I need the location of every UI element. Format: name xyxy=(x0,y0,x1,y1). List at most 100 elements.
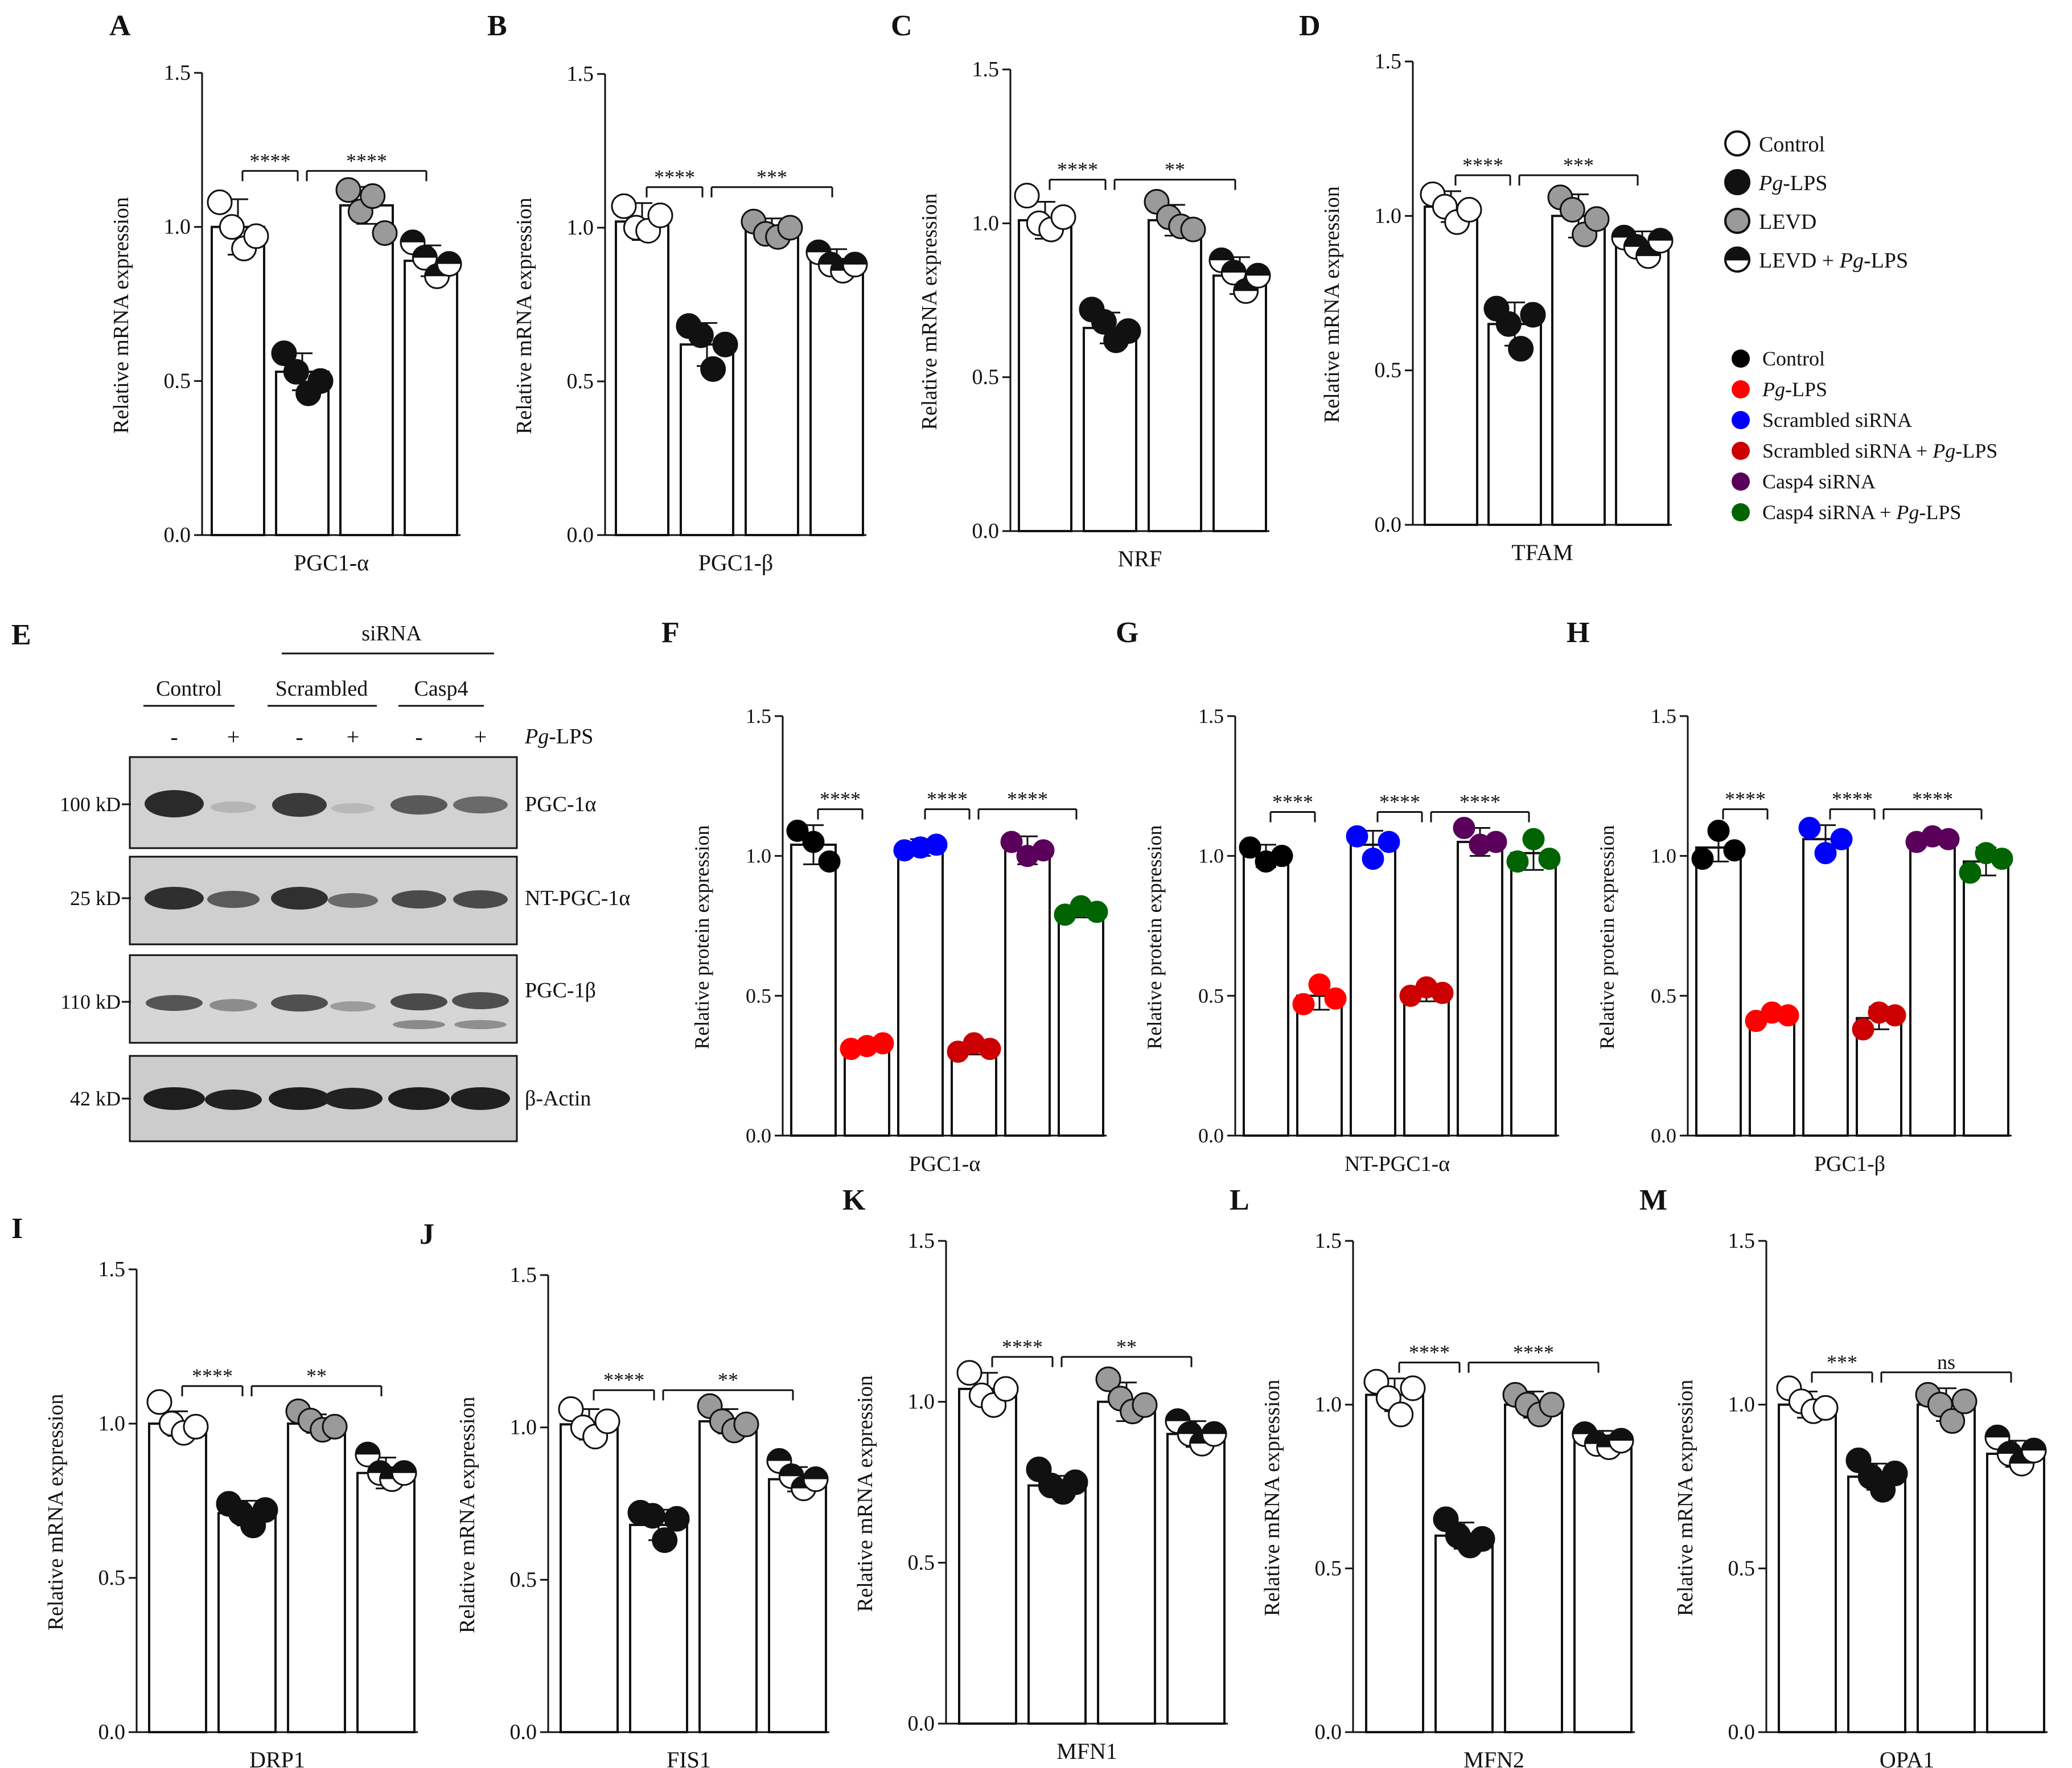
data-point xyxy=(700,356,726,382)
bar xyxy=(217,1512,277,1733)
y-tick-label: 0.5 xyxy=(98,1566,126,1590)
y-tick-label: 0.0 xyxy=(1375,513,1402,537)
chart-m: M 0.0 0.5 1.0 1.5 Relative mRNA expression OPA… xyxy=(1639,1184,2048,1768)
data-point-top-half xyxy=(1202,1422,1226,1434)
data-point xyxy=(1062,1469,1088,1495)
data-point-top-half xyxy=(843,252,867,265)
legend-marker-open xyxy=(1724,130,1750,157)
data-point xyxy=(372,220,398,246)
data-point xyxy=(803,1466,829,1492)
bar xyxy=(1504,1403,1563,1734)
bar xyxy=(1847,1475,1906,1733)
data-point xyxy=(146,1389,172,1415)
lane-sign-3: - xyxy=(295,724,303,750)
data-point xyxy=(2021,1437,2047,1463)
data-point xyxy=(777,215,803,241)
data-point xyxy=(412,245,438,271)
legend-protein-item-scrambled-pg-lps: Scrambled siRNA + Pg-LPS xyxy=(1732,439,1997,462)
band-size: 25 kD xyxy=(70,887,121,910)
data-point-top-half xyxy=(1985,1425,2009,1438)
significance-label: *** xyxy=(757,166,787,188)
significance-label: **** xyxy=(1272,791,1313,813)
sirna-label: siRNA xyxy=(361,622,422,645)
data-point xyxy=(1798,817,1821,840)
significance-label: ** xyxy=(306,1364,327,1387)
y-tick-label: 0.5 xyxy=(164,369,191,393)
charts-layer: A 0.0 0.5 1.0 1.5 Relative mRNA expression PGC… xyxy=(11,10,2048,1768)
lane-sign-5: - xyxy=(415,724,422,750)
band-size: 110 kD xyxy=(60,990,121,1013)
y-tick-label: 0.5 xyxy=(510,1568,537,1592)
data-point xyxy=(1723,839,1746,862)
data-point xyxy=(1362,848,1384,870)
data-point xyxy=(391,1460,417,1486)
data-point xyxy=(1951,1388,1978,1415)
significance-label: **** xyxy=(1057,158,1098,181)
data-point xyxy=(355,1441,381,1467)
y-tick-label: 0.0 xyxy=(1315,1720,1342,1744)
bar xyxy=(1909,838,1956,1137)
bar xyxy=(1573,1439,1633,1734)
data-point xyxy=(1608,1428,1634,1454)
y-tick-label: 1.5 xyxy=(1198,705,1224,727)
y-axis-label: Relative protein expression xyxy=(690,825,713,1050)
chart-c: C 0.0 0.5 1.0 1.5 Relative mRNA expression NRF… xyxy=(891,10,1271,571)
bar xyxy=(1083,327,1137,532)
y-tick-label: 1.0 xyxy=(1651,845,1676,867)
data-point xyxy=(1346,825,1368,848)
significance-label: ns xyxy=(1937,1351,1955,1374)
data-point xyxy=(207,189,233,215)
data-point-top-half xyxy=(437,252,461,264)
legend-protein-item-casp4: Casp4 siRNA xyxy=(1732,470,1876,493)
data-point xyxy=(283,359,309,385)
y-tick-label: 0.0 xyxy=(1198,1124,1224,1147)
x-axis-label: PGC1-α xyxy=(909,1152,981,1176)
bar xyxy=(1018,219,1072,532)
bar xyxy=(1243,854,1289,1137)
bar xyxy=(1778,1403,1837,1734)
legend-protein-item-scrambled: Scrambled siRNA xyxy=(1732,409,1912,431)
western-blot-panel: E siRNA Control Scrambled Casp4 - + - + … xyxy=(11,619,630,1142)
y-tick-label: 0.0 xyxy=(1728,1720,1756,1744)
data-point xyxy=(1495,311,1522,337)
bar xyxy=(1148,219,1202,532)
y-tick-label: 0.5 xyxy=(1651,984,1676,1007)
data-point-top-half xyxy=(1612,225,1636,238)
y-tick-label: 0.0 xyxy=(972,519,1000,543)
bar xyxy=(615,220,669,536)
x-axis-label: FIS1 xyxy=(667,1747,711,1768)
y-tick-label: 1.5 xyxy=(98,1257,126,1281)
y-tick-label: 1.5 xyxy=(1375,50,1402,73)
legend-mrna-item-levd: LEVD xyxy=(1724,208,1816,234)
y-tick-label: 1.5 xyxy=(908,1229,935,1253)
legend-protein-item-pg-lps: Pg-LPS xyxy=(1732,378,1827,401)
band-name: PGC-1α xyxy=(525,792,597,816)
legend-protein-item-casp4-pg-lps: Casp4 siRNA + Pg-LPS xyxy=(1732,501,1961,524)
group-label-control: Control xyxy=(156,677,222,701)
data-point xyxy=(1091,309,1117,335)
group-label-scrambled: Scrambled xyxy=(276,677,368,701)
data-point xyxy=(1520,302,1546,328)
bar xyxy=(356,1471,416,1733)
group-label-casp4: Casp4 xyxy=(414,677,468,701)
data-point xyxy=(1032,839,1055,862)
y-tick-label: 0.0 xyxy=(1651,1124,1676,1147)
data-point xyxy=(1539,1392,1565,1418)
data-point xyxy=(1239,836,1261,859)
data-point-top-half xyxy=(1609,1428,1633,1441)
x-axis-label: NRF xyxy=(1118,546,1162,571)
x-axis-label: OPA1 xyxy=(1880,1747,1934,1768)
data-point xyxy=(802,830,825,853)
data-point-top-half xyxy=(1178,1422,1202,1434)
data-point-top-half xyxy=(804,1467,828,1479)
panel-letter-l: L xyxy=(1230,1184,1249,1216)
y-tick-label: 1.5 xyxy=(1728,1229,1756,1253)
data-point xyxy=(818,850,841,873)
y-axis-label: Relative mRNA expression xyxy=(455,1397,479,1634)
legend-label: LEVD xyxy=(1759,210,1816,234)
data-point xyxy=(1506,850,1529,873)
legend-mrna-item-levd-pg-lps: LEVD + Pg-LPS xyxy=(1724,246,1908,273)
significance-label: ** xyxy=(718,1368,738,1391)
panel-letter-f: F xyxy=(661,616,680,649)
legend-label: Casp4 siRNA xyxy=(1762,470,1876,493)
